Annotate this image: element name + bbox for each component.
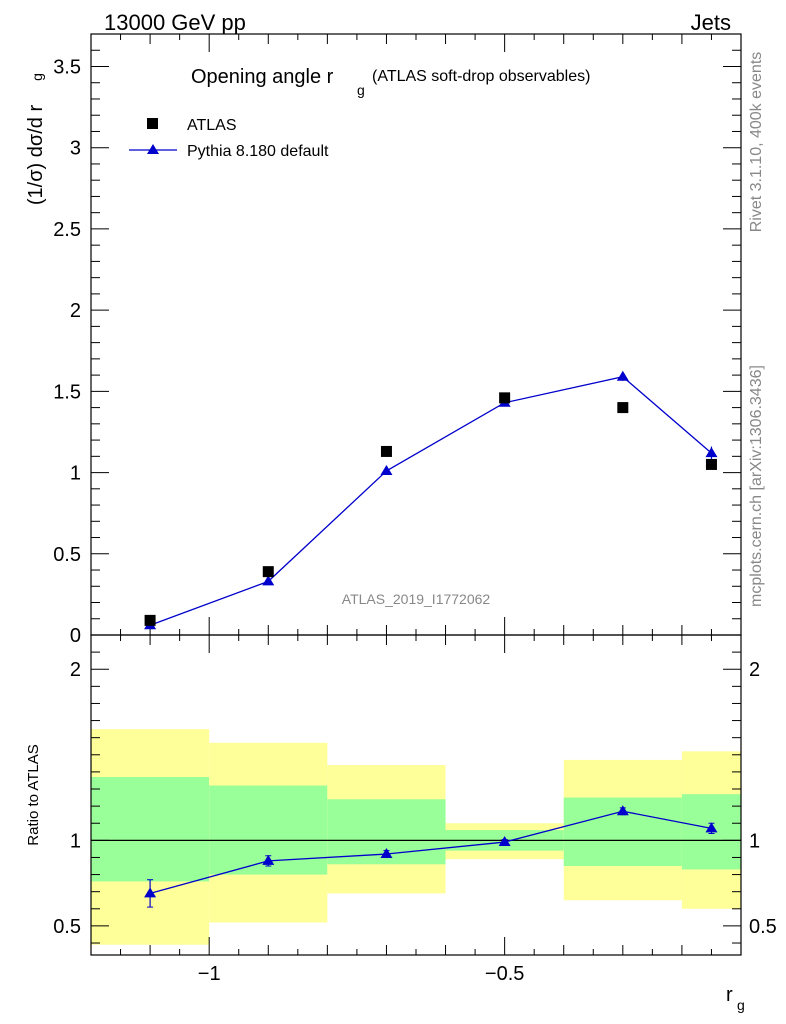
x-axis-label-text: r <box>726 984 733 1006</box>
pythia-point <box>705 447 718 458</box>
main-title: Opening angle r g (ATLAS soft-drop obser… <box>191 66 590 98</box>
ratio-y-tick-label-right: 2 <box>749 659 760 681</box>
atlas-point <box>617 402 629 414</box>
ratio-y-tick-label-left: 1 <box>70 830 81 852</box>
pythia-line <box>149 376 712 626</box>
pythia-point <box>380 464 393 475</box>
main-y-tick-label: 1 <box>70 463 81 485</box>
atlas-point <box>144 614 156 626</box>
atlas-point <box>499 392 511 404</box>
analysis-tag: ATLAS_2019_I1772062 <box>342 591 491 607</box>
main-y-tick-label: 2 <box>70 300 81 322</box>
ratio-pythia-point <box>498 836 511 847</box>
x-tick-label: −1 <box>198 963 221 985</box>
ratio-y-tick-label-right: 0.5 <box>749 916 777 938</box>
main-y-axis-label: (1/σ) dσ/d r g <box>25 73 47 205</box>
legend-pythia-marker <box>147 144 159 154</box>
main-title-suffix: (ATLAS soft-drop observables) <box>372 68 590 85</box>
atlas-point <box>262 566 274 578</box>
ratio-y-axis-label: Ratio to ATLAS <box>25 744 42 845</box>
ratio-pythia-point <box>262 854 275 865</box>
main-y-tick-label: 0 <box>70 625 81 647</box>
main-title-text: Opening angle r <box>191 66 334 88</box>
ratio-inner-band <box>91 777 210 882</box>
ratio-y-tick-label-right: 1 <box>749 830 760 852</box>
ratio-pythia-point <box>380 848 393 859</box>
legend: ATLAS Pythia 8.180 default <box>129 117 329 160</box>
x-axis-label: r g <box>726 984 745 1013</box>
main-y-tick-label: 2.5 <box>53 219 81 241</box>
main-y-tick-label: 0.5 <box>53 544 81 566</box>
pythia-point <box>616 370 629 381</box>
ratio-pythia-point <box>616 805 629 816</box>
main-y-axis-label-text: (1/σ) dσ/d r <box>25 105 47 206</box>
header-energy-label: 13000 GeV pp <box>104 10 246 35</box>
ratio-pythia-line <box>149 810 712 895</box>
atlas-point <box>380 445 392 457</box>
atlas-point <box>705 458 717 470</box>
ratio-y-tick-label-left: 2 <box>70 659 81 681</box>
legend-pythia-label: Pythia 8.180 default <box>187 143 329 160</box>
header-jets-label: Jets <box>691 10 731 35</box>
x-axis-label-subscript: g <box>737 997 745 1013</box>
main-y-tick-label: 3 <box>70 138 81 160</box>
ratio-pythia-point <box>705 822 718 833</box>
main-title-subscript: g <box>357 82 365 98</box>
x-tick-label: −0.5 <box>485 963 524 985</box>
pythia-point <box>262 575 275 586</box>
ratio-pythia-point <box>144 887 157 898</box>
ratio-y-tick-label-left: 0.5 <box>53 916 81 938</box>
main-y-tick-label: 3.5 <box>53 56 81 78</box>
main-y-tick-label: 1.5 <box>53 381 81 403</box>
main-y-axis-label-subscript: g <box>29 73 45 81</box>
rivet-version-label: Rivet 3.1.10, 400k events <box>748 52 765 233</box>
mcplots-reference-label: mcplots.cern.ch [arXiv:1306.3436] <box>748 365 765 607</box>
legend-atlas-label: ATLAS <box>187 117 237 134</box>
chart-dynamic-layer: 0 0.5 1 1.5 2 2.5 3 3.5 0.5 0.5 1 1 2 2 −1 −0.5 <box>53 33 777 985</box>
legend-atlas-marker <box>147 118 158 129</box>
